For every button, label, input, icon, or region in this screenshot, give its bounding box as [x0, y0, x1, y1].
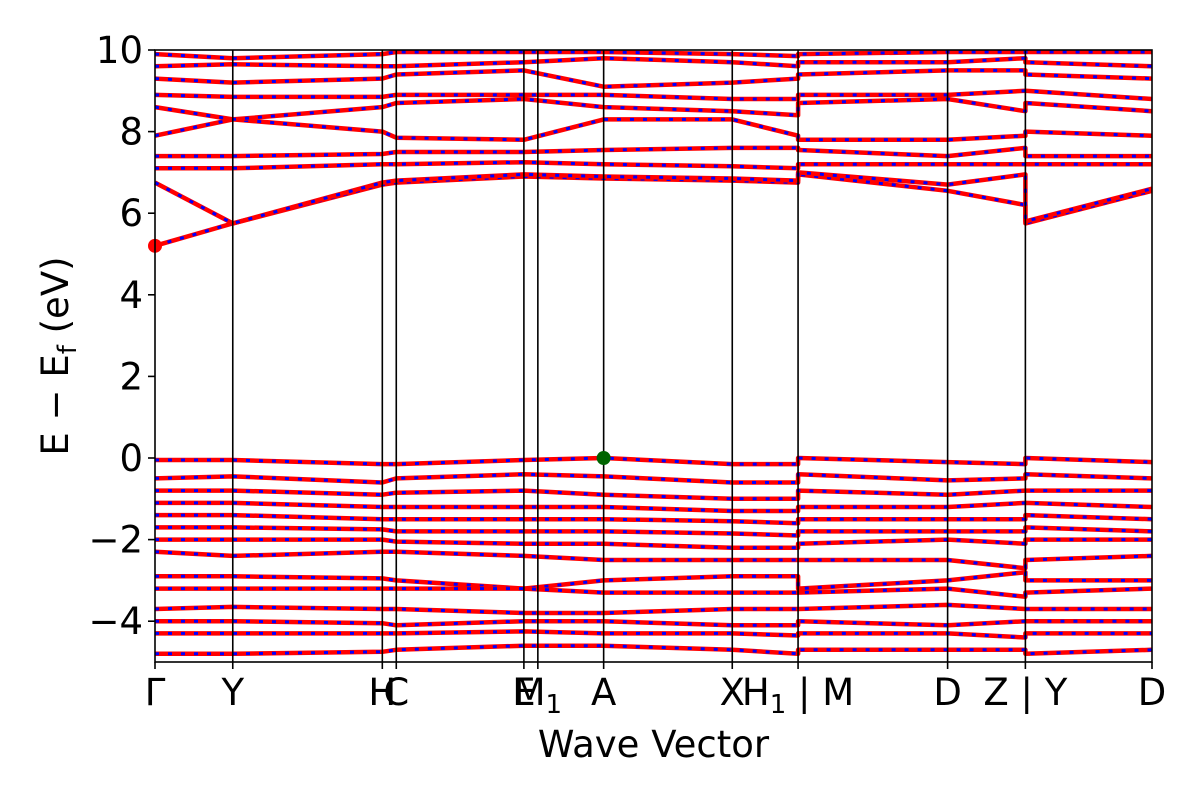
conduction-band-spin-down-line	[154, 50, 1152, 60]
y-tick-label: 6	[119, 192, 143, 235]
y-tick-label: 4	[119, 274, 143, 317]
conduction-band-spin-up-line	[154, 96, 1153, 122]
y-tick-label: 8	[119, 111, 143, 154]
kpoint-label-main: H	[742, 671, 770, 714]
kpoint-label-suffix: | Y	[1009, 671, 1068, 714]
valence-band-11	[155, 618, 1152, 628]
valence-band-4	[155, 512, 1153, 526]
valence-band-13	[155, 643, 1153, 657]
conduction-band-spin-up-line	[155, 159, 1152, 171]
kpoint-label: Y	[220, 671, 244, 714]
y-axis-label-unit: (eV)	[34, 256, 77, 345]
kpoint-label: Γ	[145, 671, 166, 714]
conduction-band-6	[154, 88, 1153, 102]
valence-band-6	[155, 537, 1152, 551]
valence-band-5	[155, 525, 1153, 538]
conduction-band-9	[154, 49, 1152, 61]
conduction-band-4	[154, 117, 1153, 143]
kpoint-label-main: Z	[983, 671, 1008, 714]
conduction-band-spin-up-line	[154, 68, 1153, 89]
kpoint-label-main: E	[512, 671, 535, 714]
valence-band-spin-up-line	[155, 643, 1153, 657]
conduction-band-8	[154, 55, 1153, 69]
band-edge-markers	[148, 238, 611, 465]
conduction-band-spin-down-line	[154, 172, 1153, 248]
kpoint-label: Z | Y	[983, 671, 1067, 714]
y-axis-label-subscript: f	[53, 344, 83, 354]
valence-band-spin-up-line	[155, 512, 1153, 526]
kpoint-label-main: X	[720, 671, 745, 714]
valence-band-spin-up-line	[155, 455, 1153, 467]
conduction-band-spin-up-line	[154, 172, 1153, 248]
valence-band-spin-up-line	[155, 629, 1152, 640]
kpoint-label-subscript: 1	[546, 690, 563, 720]
valence-band-12	[155, 629, 1152, 640]
valence-band-spin-up-line	[155, 537, 1152, 551]
y-tick-label: 2	[119, 355, 143, 398]
kpoint-label-main: D	[1138, 671, 1167, 714]
kpoint-label-main: M	[514, 671, 546, 714]
valence-band-3	[155, 500, 1153, 514]
conduction-band-spin-up-line	[154, 88, 1153, 102]
valence-band-spin-up-line	[154, 472, 1153, 485]
valence-band-2	[155, 488, 1152, 502]
conduction-band-spin-down-line	[154, 117, 1153, 142]
kpoint-label: D	[933, 671, 962, 714]
conduction-band-spin-down-line	[154, 89, 1153, 101]
valence-band-7	[154, 549, 1153, 571]
x-axis-label: Wave Vector	[538, 723, 770, 766]
bands-layer	[153, 49, 1153, 657]
conduction-band-spin-down-line	[155, 160, 1152, 170]
kpoint-label: A	[591, 671, 616, 714]
valence-band-spin-up-line	[155, 618, 1152, 628]
valence-band-spin-up-line	[155, 500, 1153, 514]
conduction-band-2	[155, 159, 1152, 171]
conduction-band-spin-up-line	[154, 55, 1153, 69]
conduction-band-5	[154, 96, 1153, 122]
kpoint-label-main: Γ	[145, 671, 166, 714]
conduction-band-spin-up-line	[155, 145, 1152, 159]
kpoint-label-main: C	[383, 671, 409, 714]
vbm-marker	[596, 451, 611, 465]
valence-band-spin-up-line	[155, 525, 1153, 538]
kpoint-label: X	[720, 671, 745, 714]
y-axis-ticks: 10 8 6 4 2 0 −2 −4	[88, 29, 155, 643]
y-tick-label: 10	[96, 29, 143, 72]
plot-frame	[154, 49, 1153, 663]
kpoint-label-main: H	[368, 671, 396, 714]
kpoint-label: H	[368, 671, 396, 714]
valence-band-10	[154, 602, 1152, 616]
valence-band-0	[155, 455, 1153, 467]
kpoint-label-main: A	[591, 671, 616, 714]
kpoint-label: H1 | M	[742, 671, 854, 720]
y-tick-label: 0	[119, 437, 143, 480]
y-tick-label: −2	[88, 519, 143, 562]
valence-band-1	[154, 472, 1153, 485]
valence-band-spin-up-line	[155, 488, 1152, 502]
conduction-band-7	[154, 68, 1153, 89]
kpoint-label: C	[383, 671, 409, 714]
valence-band-8	[155, 569, 1152, 591]
kpoint-label: D	[1138, 671, 1167, 714]
kpoint-label: E	[512, 671, 535, 714]
valence-band-spin-down-line	[155, 501, 1153, 513]
high-symmetry-lines	[231, 50, 1027, 662]
valence-band-9	[155, 586, 1153, 599]
kpoint-label: M1	[514, 671, 562, 720]
kpoint-label-main: D	[933, 671, 962, 714]
conduction-band-0	[154, 172, 1153, 248]
y-axis-label: E − Ef (eV)	[34, 256, 83, 455]
kpoint-label-suffix: | M	[786, 671, 854, 714]
kpoint-label-main: Y	[220, 671, 244, 714]
kpoint-label-subscript: 1	[770, 690, 787, 720]
y-tick-label: −4	[88, 600, 143, 643]
conduction-band-3	[155, 145, 1152, 159]
y-axis-label-main: E − E	[34, 354, 77, 455]
